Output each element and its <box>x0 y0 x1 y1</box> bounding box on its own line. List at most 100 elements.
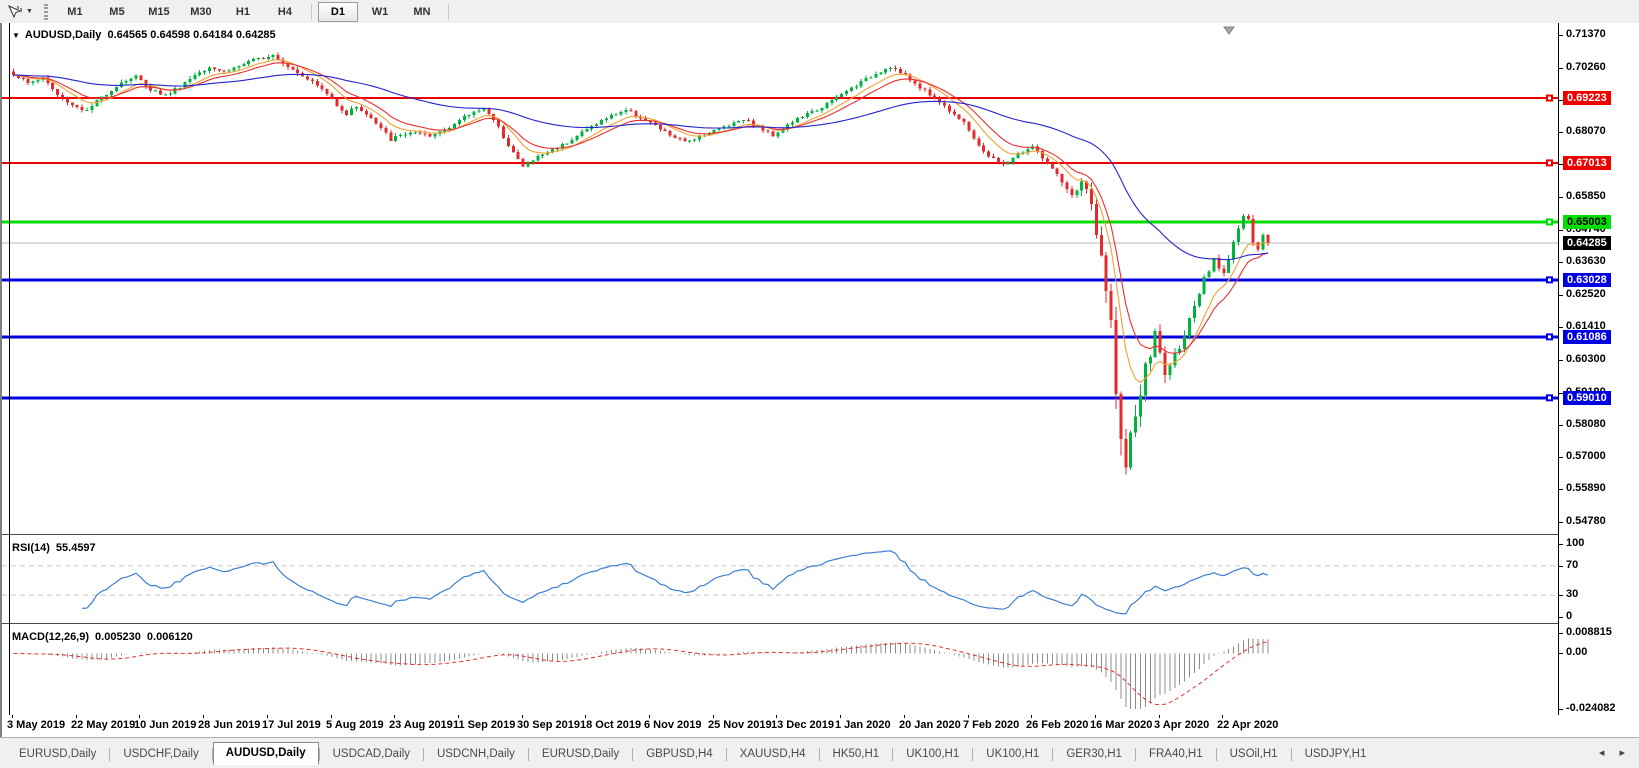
candle-body <box>203 70 207 73</box>
chart-shift-marker[interactable] <box>1223 26 1235 35</box>
candle-body <box>1241 216 1245 229</box>
macd-canvas[interactable] <box>2 627 1558 715</box>
candle-body <box>75 104 79 108</box>
timeframe-button-M1[interactable]: M1 <box>67 5 83 18</box>
date-tick <box>649 715 650 718</box>
candle-body <box>595 124 599 127</box>
price-tick-dash <box>1559 360 1563 361</box>
symbol-dropdown-caret[interactable]: ▼ <box>12 31 20 40</box>
chart-tab-usdcnh-daily[interactable]: USDCNH,Daily <box>436 748 515 760</box>
candle-body <box>31 81 35 83</box>
timeframe-button-H4[interactable]: H4 <box>277 5 292 18</box>
candle-body <box>1031 146 1035 150</box>
rsi-canvas[interactable] <box>2 538 1558 623</box>
candle-body <box>51 83 55 90</box>
hline-price-label: 0.67013 <box>1563 156 1611 170</box>
price-tick-label: 0.62520 <box>1566 288 1606 300</box>
candle-body <box>541 154 545 157</box>
candle-body <box>1050 163 1054 169</box>
candle-body <box>1065 182 1069 189</box>
candle-body <box>1212 258 1216 272</box>
chart-tab-xauusd-h4[interactable]: XAUUSD,H4 <box>739 748 806 760</box>
timeframe-button-M30[interactable]: M30 <box>190 5 212 18</box>
date-label: 5 Aug 2019 <box>326 719 384 731</box>
chart-tab-uk100-h1[interactable]: UK100,H1 <box>986 748 1040 760</box>
candle-body <box>291 66 295 70</box>
tool-dropdown-caret[interactable]: ▼ <box>26 8 33 15</box>
toolbar-drag-handle[interactable] <box>43 3 48 20</box>
macd-label: MACD(12,26,9) 0.005230 0.006120 <box>12 631 193 643</box>
chart-tab-fra40-h1[interactable]: FRA40,H1 <box>1148 748 1203 760</box>
candle-body <box>1232 242 1236 260</box>
price-tick-dash <box>1559 489 1563 490</box>
date-tick <box>267 715 268 718</box>
chart-tab-usdjpy-h1[interactable]: USDJPY,H1 <box>1304 748 1367 760</box>
candle-body <box>727 125 731 127</box>
tab-scroll-arrows[interactable]: ◂ ▸ <box>1598 747 1631 759</box>
chart-tab-ger30-h1[interactable]: GER30,H1 <box>1066 748 1122 760</box>
candle-body <box>237 66 241 68</box>
date-label: 23 Aug 2019 <box>389 719 453 731</box>
price-tick-dash <box>1559 197 1563 198</box>
candle-body <box>805 113 809 118</box>
chart-tab-eurusd-daily[interactable]: EURUSD,Daily <box>541 748 620 760</box>
candle-body <box>188 78 192 83</box>
date-tick <box>522 715 523 718</box>
chart-tabs: EURUSD,Daily USDCHF,Daily AUDUSD,Daily USDC… <box>6 742 1379 765</box>
hline-end-marker-dot <box>1548 278 1551 282</box>
candle-body <box>154 90 158 92</box>
time-axis-scale[interactable]: 3 May 2019 22 May 2019 10 Jun 2019 28 Jun 2… <box>2 715 1639 737</box>
macd-indicator-pane[interactable]: MACD(12,26,9) 0.005230 0.006120 <box>2 627 1558 716</box>
candle-body <box>1227 259 1231 273</box>
hline-price-label: 0.69223 <box>1563 91 1611 105</box>
date-label: 13 Dec 2019 <box>771 719 834 731</box>
macd-tick-dash <box>1559 653 1563 654</box>
chart-tab-usdchf-daily[interactable]: USDCHF,Daily <box>123 748 199 760</box>
candle-body <box>482 108 486 111</box>
price-axis-scale[interactable]: 0.713700.702600.691500.680700.669600.658… <box>1559 23 1639 737</box>
price-chart-canvas[interactable] <box>2 23 1558 534</box>
price-tick-dash <box>1559 393 1563 394</box>
candle-body <box>1143 363 1147 396</box>
candle-body <box>472 111 476 116</box>
chart-tab-gbpusd-h4[interactable]: GBPUSD,H4 <box>646 748 713 760</box>
candle-body <box>952 111 956 115</box>
candle-body <box>1041 151 1044 159</box>
rsi-indicator-pane[interactable]: RSI(14) 55.4597 <box>2 538 1558 623</box>
candle-body <box>668 130 672 136</box>
crosshair-tool-button[interactable]: ▼ <box>4 2 36 22</box>
chart-tab-usdcad-daily[interactable]: USDCAD,Daily <box>332 748 410 760</box>
price-tick-dash <box>1559 522 1563 523</box>
tab-divider <box>318 748 320 761</box>
price-tick-dash <box>1559 457 1563 458</box>
candle-body <box>649 120 652 123</box>
candle-body <box>56 89 60 96</box>
candle-body <box>928 89 932 96</box>
timeframe-button-H1[interactable]: H1 <box>235 5 250 18</box>
chart-tab-hk50-h1[interactable]: HK50,H1 <box>832 748 880 760</box>
macd-signal-value: 0.006120 <box>146 631 193 643</box>
candle-body <box>781 129 785 133</box>
price-chart-pane[interactable]: ▼ AUDUSD,Daily 0.64565 0.64598 0.64184 0.… <box>2 23 1558 534</box>
chart-tab-audusd-daily[interactable]: AUDUSD,Daily <box>212 742 319 765</box>
price-tick-label: 0.54780 <box>1566 515 1606 527</box>
chart-title: ▼ AUDUSD,Daily 0.64565 0.64598 0.64184 0.… <box>12 29 276 41</box>
date-tick <box>12 715 13 718</box>
candle-body <box>335 98 339 106</box>
timeframe-button-M5[interactable]: M5 <box>109 5 125 18</box>
timeframe-button-W1[interactable]: W1 <box>371 5 389 18</box>
chart-tab-uk100-h1[interactable]: UK100,H1 <box>906 748 960 760</box>
timeframe-button-D1[interactable]: D1 <box>317 1 358 22</box>
candle-body <box>404 134 407 136</box>
candle-body <box>982 145 986 152</box>
candle-body <box>992 156 995 158</box>
candle-body <box>261 58 265 60</box>
chart-tab-eurusd-daily[interactable]: EURUSD,Daily <box>19 748 97 760</box>
timeframe-button-M15[interactable]: M15 <box>148 5 170 18</box>
candle-body <box>516 152 520 159</box>
timeframe-button-MN[interactable]: MN <box>413 5 431 18</box>
candle-body <box>1055 168 1059 175</box>
candle-body <box>634 111 638 117</box>
date-label: 22 May 2019 <box>71 719 136 731</box>
chart-tab-usoil-h1[interactable]: USOil,H1 <box>1229 748 1278 760</box>
